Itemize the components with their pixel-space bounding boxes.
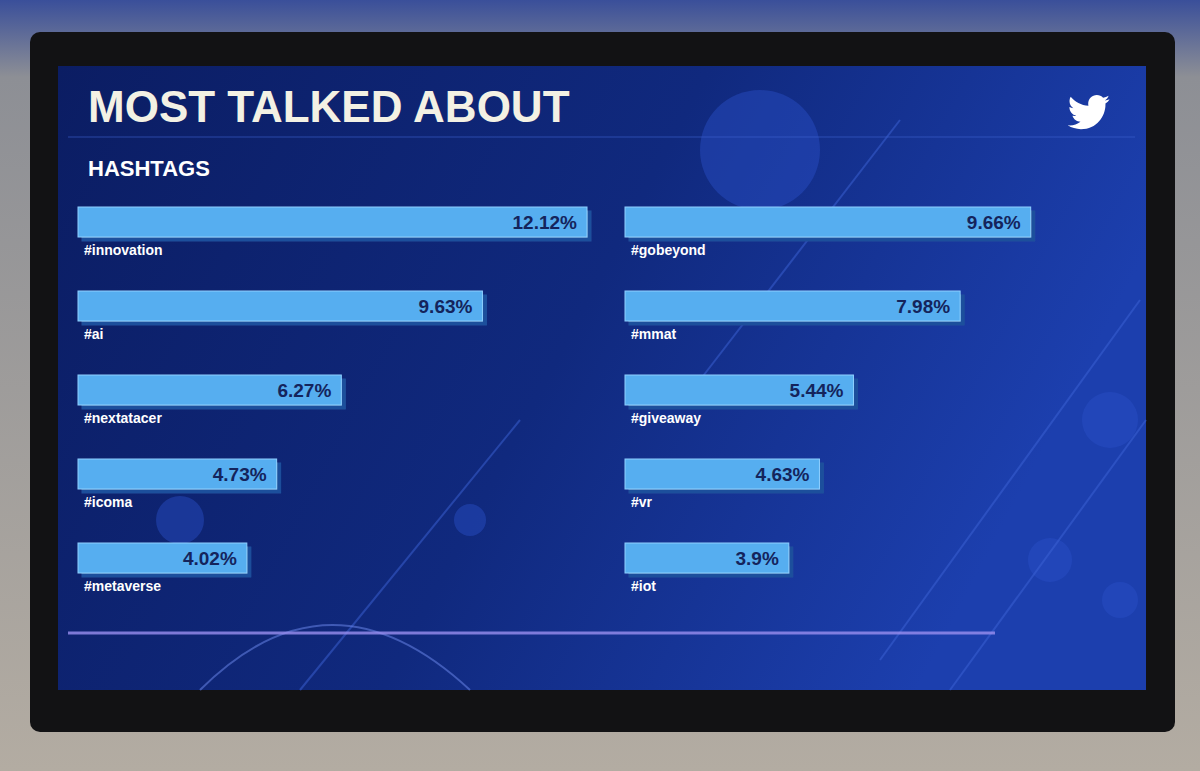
bar <box>625 291 960 321</box>
deco-line <box>700 120 900 380</box>
data-label: 4.63% <box>756 464 810 485</box>
twitter-icon <box>1068 95 1110 129</box>
deco-rule <box>68 632 995 635</box>
deco-arc <box>200 625 470 690</box>
data-label: 9.66% <box>967 212 1021 233</box>
data-label: 3.9% <box>735 548 778 569</box>
bar <box>78 207 587 237</box>
bar <box>78 543 247 573</box>
category-label: #icoma <box>84 494 132 510</box>
data-label: 7.98% <box>896 296 950 317</box>
category-label: #iot <box>631 578 656 594</box>
background <box>0 0 1200 771</box>
labels: 12.12% 9.66% 9.63% 7.98% 6.27% 5.44% 4.73% 4.63… <box>84 212 1021 594</box>
data-label: 5.44% <box>790 380 844 401</box>
bar <box>78 291 482 321</box>
data-label: 4.73% <box>213 464 267 485</box>
category-label: #giveaway <box>631 410 701 426</box>
bar <box>78 375 341 405</box>
deco-circle <box>156 496 204 544</box>
deco-circle <box>454 504 486 536</box>
bar <box>625 543 789 573</box>
deco-circle <box>700 90 820 210</box>
data-label: 6.27% <box>277 380 331 401</box>
chart-subtitle: HASHTAGS <box>88 156 210 181</box>
category-label: #mmat <box>631 326 676 342</box>
deco-line <box>300 420 520 690</box>
bar <box>625 375 853 405</box>
category-label: #ai <box>84 326 103 342</box>
monitor-bezel <box>30 32 1175 732</box>
bar <box>625 207 1031 237</box>
bar <box>78 459 277 489</box>
deco-circle <box>1102 582 1138 618</box>
deco-circle <box>1082 392 1138 448</box>
deco-circle <box>1028 538 1072 582</box>
category-label: #vr <box>631 494 653 510</box>
category-label: #gobeyond <box>631 242 706 258</box>
category-label: #metaverse <box>84 578 161 594</box>
data-label: 12.12% <box>513 212 578 233</box>
data-label: 4.02% <box>183 548 237 569</box>
category-label: #innovation <box>84 242 163 258</box>
data-label: 9.63% <box>419 296 473 317</box>
bars <box>78 207 1031 573</box>
screen <box>58 66 1146 690</box>
category-label: #nextatacer <box>84 410 162 426</box>
chart-svg: MOST TALKED ABOUT HASHTAGS 12.12% 9.66% 9.63… <box>0 0 1200 771</box>
chart-title: MOST TALKED ABOUT <box>88 82 570 131</box>
decoration <box>68 90 1146 690</box>
bar <box>625 459 819 489</box>
deco-rule <box>68 137 1135 138</box>
deco-line <box>950 420 1146 690</box>
